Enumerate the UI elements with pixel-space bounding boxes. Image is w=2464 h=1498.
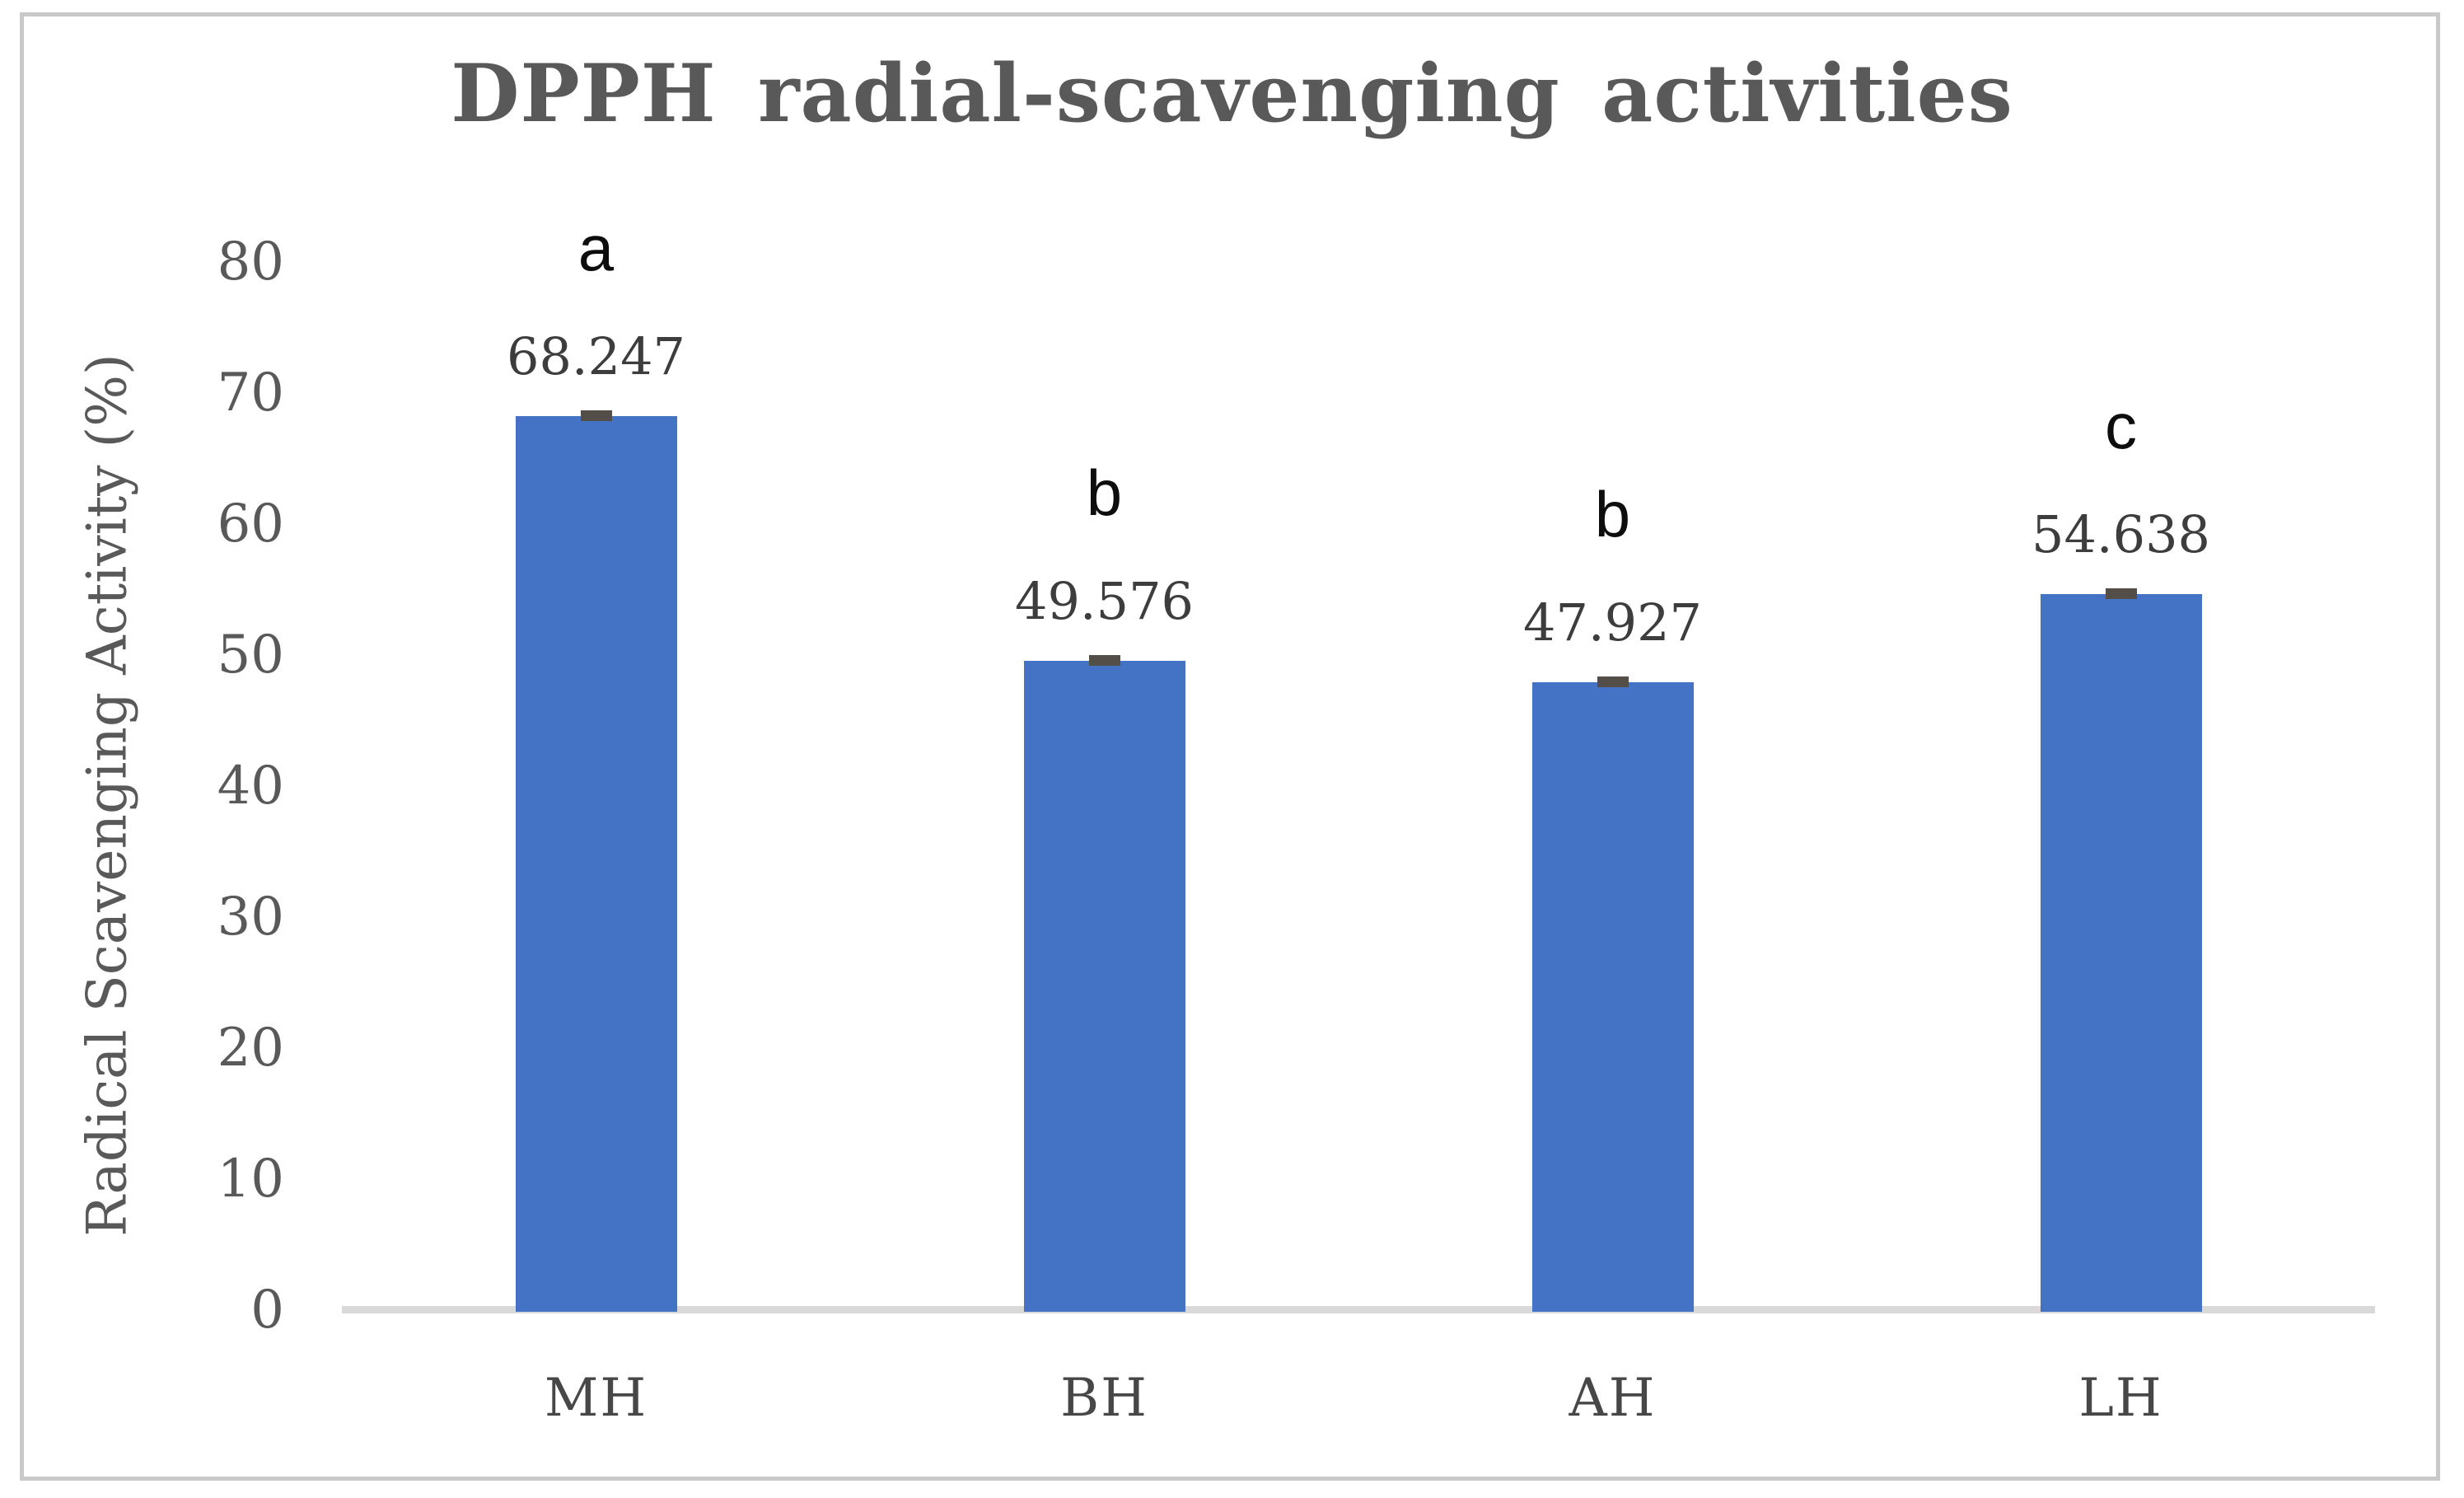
y-tick-label: 60 [217, 494, 284, 555]
error-bar-cap [1088, 654, 1120, 666]
significance-letter: b [1594, 477, 1631, 550]
bar-value-label: 47.927 [1523, 592, 1702, 653]
x-category-label: LH [2078, 1368, 2163, 1429]
y-tick-label: 30 [217, 887, 284, 948]
y-tick-label: 40 [217, 756, 284, 817]
y-tick-label: 70 [217, 363, 284, 424]
significance-letter: a [577, 211, 615, 284]
error-bar-cap [1597, 676, 1629, 687]
bar-value-label: 54.638 [2032, 504, 2210, 565]
x-axis-line [342, 1306, 2375, 1313]
x-category-label: BH [1060, 1368, 1148, 1429]
bar-value-label: 68.247 [507, 325, 685, 386]
error-bar-cap [580, 410, 612, 421]
bar-BH [1023, 660, 1185, 1312]
significance-letter: b [1086, 456, 1123, 529]
y-tick-label: 50 [217, 625, 284, 686]
figure-border [20, 12, 2440, 1481]
bar-LH [2040, 594, 2202, 1312]
bar-AH [1531, 681, 1694, 1312]
y-tick-label: 20 [217, 1018, 284, 1079]
y-tick-label: 0 [250, 1280, 284, 1341]
x-category-label: MH [544, 1368, 648, 1429]
chart-title: DPPH radial-scavenging activities [451, 47, 2013, 140]
x-category-label: AH [1569, 1368, 1657, 1429]
y-tick-label: 80 [217, 232, 284, 293]
bar-value-label: 49.576 [1015, 570, 1194, 631]
bar-MH [515, 415, 677, 1312]
error-bar-cap [2105, 588, 2137, 600]
y-tick-label: 10 [217, 1149, 284, 1210]
significance-letter: c [2105, 390, 2137, 463]
